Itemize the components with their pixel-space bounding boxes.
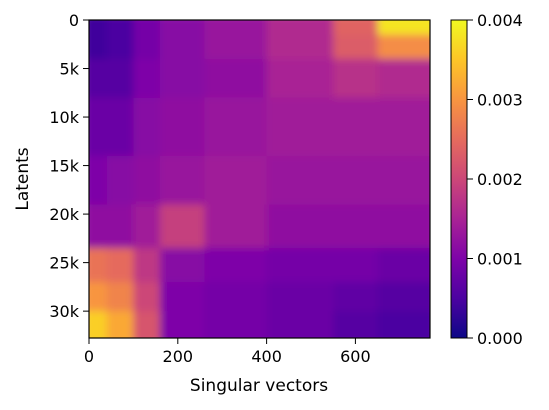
colorbar-tick-label: 0.004 — [477, 11, 523, 30]
heatmap-cell — [333, 58, 379, 99]
heatmap-cell — [204, 58, 268, 99]
heatmap-cell — [333, 20, 379, 36]
heatmap-cell — [89, 248, 108, 283]
heatmap-cell — [160, 248, 206, 283]
heatmap-cell — [377, 34, 430, 60]
heatmap-cell — [133, 311, 161, 338]
heatmap-cell — [333, 97, 379, 157]
heatmap-cell — [333, 34, 379, 60]
heatmap-cell — [377, 311, 430, 338]
heatmap-cell — [89, 34, 108, 60]
x-tick-label: 200 — [163, 347, 194, 366]
heatmap-cell — [204, 97, 268, 157]
heatmap-cell — [106, 282, 135, 312]
colorbar-tick-label: 0.002 — [477, 170, 523, 189]
heatmap-cell — [106, 311, 135, 338]
y-tick-label: 0 — [69, 11, 79, 30]
heatmap-cell — [106, 248, 135, 283]
y-tick-label: 30k — [49, 302, 79, 321]
x-axis-label: Singular vectors — [190, 376, 328, 396]
heatmap-cell — [133, 155, 161, 206]
heatmap-cell — [204, 20, 268, 36]
heatmap-cell — [377, 97, 430, 157]
y-tick-label: 5k — [60, 60, 80, 79]
heatmap-cell — [377, 58, 430, 99]
heatmap-cell — [160, 58, 206, 99]
heatmap-cell — [106, 97, 135, 157]
heatmap-cell — [266, 248, 334, 283]
heatmap-cell — [106, 58, 135, 99]
y-axis-ticks: 0 5k 10k 15k 20k 25k 30k — [49, 11, 89, 321]
heatmap-cell — [160, 20, 206, 36]
y-tick-label: 25k — [49, 254, 79, 273]
colorbar — [450, 19, 468, 339]
heatmap-cell — [333, 282, 379, 312]
heatmap-cell — [160, 155, 206, 206]
heatmap-cell — [106, 34, 135, 60]
x-tick-label: 600 — [340, 347, 371, 366]
heatmap-cell — [106, 20, 135, 36]
heatmap-cell — [133, 58, 161, 99]
heatmap-cell — [333, 311, 379, 338]
colorbar-tick-label: 0.001 — [477, 250, 523, 269]
heatmap-cell — [377, 155, 430, 206]
heatmap-cell — [266, 282, 334, 312]
x-tick-label: 400 — [251, 347, 282, 366]
x-axis-ticks: 0 200 400 600 — [84, 338, 371, 366]
heatmap-cell — [204, 34, 268, 60]
heatmap-cell — [89, 58, 108, 99]
heatmap-cell — [266, 97, 334, 157]
heatmap-cell — [333, 204, 379, 249]
heatmap-cell — [266, 311, 334, 338]
heatmap-cell — [204, 204, 268, 249]
heatmap-cell — [377, 248, 430, 283]
heatmap-cell — [333, 248, 379, 283]
heatmap-cell — [89, 204, 108, 249]
heatmap-cell — [204, 155, 268, 206]
heatmap-cell — [160, 311, 206, 338]
heatmap-cell — [133, 97, 161, 157]
colorbar-tick-label: 0.003 — [477, 91, 523, 110]
heatmap-cell — [204, 248, 268, 283]
heatmap-cell — [204, 282, 268, 312]
heatmap-cell — [266, 58, 334, 99]
heatmap-cell — [160, 34, 206, 60]
heatmap-cell — [133, 204, 161, 249]
plot-frame — [88, 19, 431, 339]
heatmap-cell — [133, 282, 161, 312]
heatmap-cell — [160, 204, 206, 249]
heatmap-cell — [333, 155, 379, 206]
heatmap-cell — [133, 34, 161, 60]
heatmap-cell — [204, 311, 268, 338]
y-tick-label: 15k — [49, 157, 79, 176]
heatmap-cells — [89, 20, 430, 338]
heatmap-cell-group — [89, 20, 430, 338]
x-tick-label: 0 — [84, 347, 94, 366]
heatmap-cell — [106, 155, 135, 206]
y-tick-label: 10k — [49, 108, 79, 127]
heatmap-cell — [133, 20, 161, 36]
colorbar-ticks: 0.000 0.001 0.002 0.003 0.004 — [467, 11, 523, 348]
heatmap-cell — [377, 282, 430, 312]
heatmap-cell — [266, 204, 334, 249]
heatmap-cell — [89, 155, 108, 206]
heatmap-cell — [106, 204, 135, 249]
heatmap-cell — [266, 20, 334, 36]
y-tick-label: 20k — [49, 205, 79, 224]
heatmap-cell — [160, 97, 206, 157]
heatmap-cell — [89, 282, 108, 312]
heatmap-cell — [89, 311, 108, 338]
heatmap-cell — [266, 34, 334, 60]
heatmap-cell — [377, 204, 430, 249]
heatmap-cell — [133, 248, 161, 283]
heatmap-cell — [160, 282, 206, 312]
y-axis-label: Latents — [13, 147, 33, 210]
heatmap-cell — [266, 155, 334, 206]
heatmap-cell — [89, 97, 108, 157]
heatmap-cell — [377, 20, 430, 36]
colorbar-tick-label: 0.000 — [477, 329, 523, 348]
heatmap-cell — [89, 20, 108, 36]
